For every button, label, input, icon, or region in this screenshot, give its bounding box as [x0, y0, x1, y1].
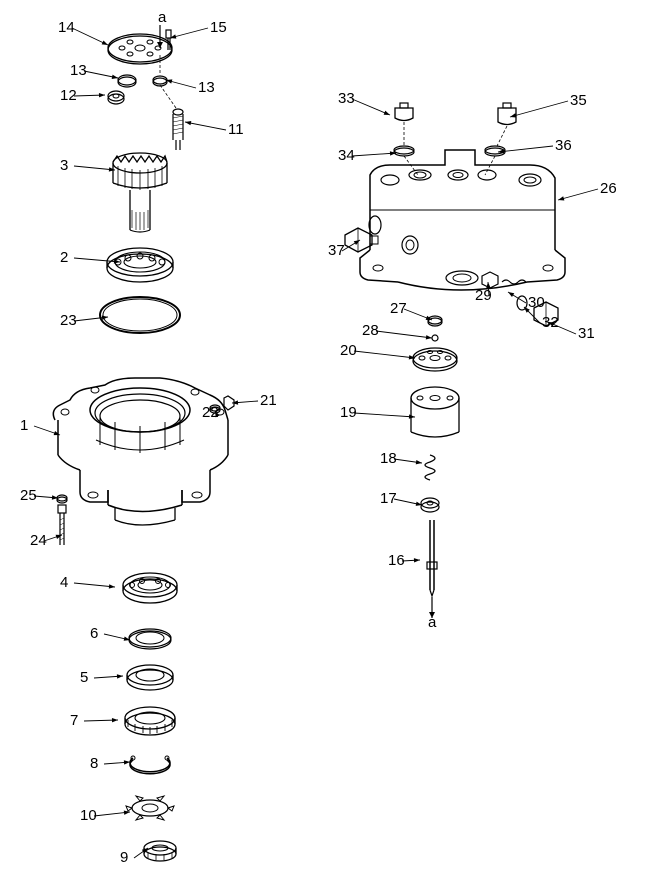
leader-c35	[510, 101, 568, 117]
callout-c7: 7	[70, 712, 78, 729]
callout-c4: 4	[60, 574, 68, 591]
part-gear-shaft	[113, 153, 167, 232]
callout-c5: 5	[80, 669, 88, 686]
callout-c15: 15	[210, 19, 227, 36]
callout-c34: 34	[338, 147, 355, 164]
callout-c28: 28	[362, 322, 379, 339]
part-snap-ring-8	[130, 756, 170, 774]
callout-c9: 9	[120, 849, 128, 866]
callout-c26: 26	[600, 180, 617, 197]
part-o-ring-23	[100, 297, 180, 333]
part-disc-plate	[108, 34, 172, 64]
callout-c30: 30	[528, 294, 545, 311]
callout-c27: 27	[390, 300, 407, 317]
leader-c28	[376, 331, 432, 338]
leader-c3	[74, 166, 115, 170]
callout-c33: 33	[338, 90, 355, 107]
part-housing	[53, 378, 228, 525]
letter-la_top: a	[158, 9, 167, 26]
callout-c22: 22	[202, 404, 219, 421]
part-seal-5	[127, 665, 173, 690]
callout-c1: 1	[20, 417, 28, 434]
part-plug-35	[485, 103, 516, 156]
callout-c18: 18	[380, 450, 397, 467]
part-plate-20	[413, 348, 457, 371]
flow-arrows	[157, 25, 435, 618]
callout-c32: 32	[542, 314, 559, 331]
part-shaft-16	[427, 520, 437, 596]
part-washer-13b	[153, 76, 167, 86]
callout-c29: 29	[475, 287, 492, 304]
callout-c6: 6	[90, 625, 98, 642]
flow-letters: aa	[158, 9, 437, 631]
callout-c36: 36	[555, 137, 572, 154]
callout-c16: 16	[388, 552, 405, 569]
leader-c20	[354, 351, 415, 358]
part-toothed-ring-7	[125, 707, 175, 735]
part-star-washer-10	[126, 796, 174, 820]
callout-numbers: 1234567891011121313141516171819202122232…	[20, 19, 617, 866]
callout-c12: 12	[60, 87, 77, 104]
part-fitting-37	[345, 228, 378, 252]
callout-c37: 37	[328, 242, 345, 259]
part-valve-body	[360, 150, 565, 290]
part-pin-11	[173, 109, 183, 150]
callout-c24: 24	[30, 532, 47, 549]
part-bearing-2	[107, 248, 173, 282]
callout-c23: 23	[60, 312, 77, 329]
part-spring-18	[425, 455, 435, 480]
callout-c10: 10	[80, 807, 97, 824]
leader-c33	[352, 99, 390, 115]
callout-c31: 31	[578, 325, 595, 342]
leader-c4	[74, 583, 115, 587]
part-washer-12-13	[108, 75, 136, 104]
centerline	[160, 85, 176, 108]
callout-c17: 17	[380, 490, 397, 507]
exploded-diagram: 1234567891011121313141516171819202122232…	[0, 0, 666, 882]
leader-c34	[352, 153, 396, 156]
callout-c8: 8	[90, 755, 98, 772]
leader-c19	[354, 413, 415, 417]
part-cylinder-19	[411, 387, 459, 437]
part-bearing-4	[123, 573, 177, 603]
callout-c21: 21	[260, 392, 277, 409]
part-nut-9	[144, 841, 176, 861]
letter-la_bottom: a	[428, 614, 437, 631]
callout-c2: 2	[60, 249, 68, 266]
callout-c19: 19	[340, 404, 357, 421]
leader-c26	[558, 189, 598, 200]
callout-c14: 14	[58, 19, 75, 36]
callout-c25: 25	[20, 487, 37, 504]
callout-c35: 35	[570, 92, 587, 109]
leader-lines	[34, 28, 598, 858]
callout-c11: 11	[228, 121, 244, 138]
part-retainer-17	[421, 498, 439, 512]
callout-c13b: 13	[198, 79, 215, 96]
leader-c36	[498, 146, 553, 152]
leader-c11	[185, 122, 226, 130]
callout-c20: 20	[340, 342, 357, 359]
part-ring-6	[129, 629, 171, 649]
callout-c13a: 13	[70, 62, 87, 79]
callout-c3: 3	[60, 157, 68, 174]
